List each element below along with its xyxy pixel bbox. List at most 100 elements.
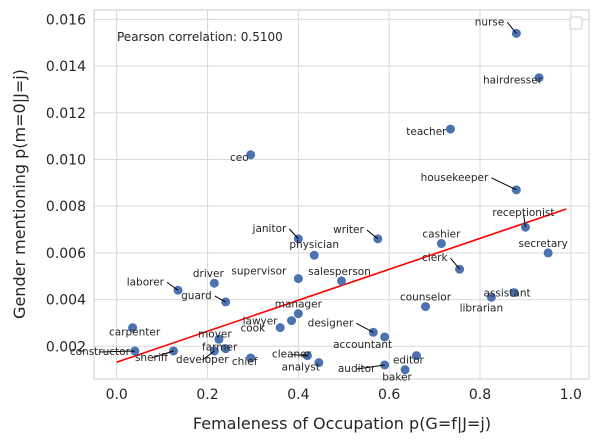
point-label-driver: driver (193, 268, 225, 280)
point-label-nurse: nurse (475, 16, 505, 28)
point-label-laborer: laborer (127, 276, 165, 288)
point-mover (214, 334, 224, 344)
point-teacher (445, 124, 455, 134)
point-label-hairdresser: hairdresser (483, 75, 543, 87)
correlation-annotation: Pearson correlation: 0.5100 (117, 30, 283, 44)
leader-line-writer (366, 229, 379, 240)
point-label-teacher: teacher (406, 126, 447, 138)
point-label-housekeeper: housekeeper (421, 172, 489, 184)
point-label-cashier: cashier (422, 229, 461, 241)
y-tick-label: 0.004 (46, 293, 86, 309)
y-tick-label: 0.012 (46, 106, 86, 122)
fit-line-group (116, 208, 567, 363)
point-label-counselor: counselor (400, 292, 452, 304)
point-label-secretary: secretary (518, 238, 567, 250)
y-tick-label: 0.002 (46, 339, 86, 355)
y-axis-label: Gender mentioning p(m=0|J=j) (10, 69, 29, 319)
point-label-constructor: constructor (70, 346, 131, 358)
leader-line-janitor (288, 228, 299, 240)
legend-box (569, 16, 583, 30)
x-tick-label: 0.4 (287, 387, 309, 403)
leader-line-guard (214, 295, 226, 303)
point-label-physician: physician (289, 239, 339, 251)
leader-line-nurse (506, 22, 517, 34)
point-cook (275, 323, 285, 333)
point-label-editor: editor (393, 355, 425, 367)
point-label-carpenter: carpenter (109, 327, 161, 339)
x-tick-label: 0.0 (106, 387, 128, 403)
point-label-manager: manager (275, 299, 323, 311)
x-tick-label: 1.0 (560, 387, 582, 403)
leader-line-housekeeper (491, 177, 517, 191)
x-tick-labels: 0.0 0.2 0.4 0.6 0.8 1.0 (106, 387, 582, 403)
point-manager (293, 309, 303, 319)
point-label-baker: baker (382, 372, 412, 384)
point-carpenter (128, 323, 138, 333)
point-label-accountant: accountant (333, 339, 392, 351)
y-tick-label: 0.008 (46, 199, 86, 215)
point-label-ceo: ceo (230, 152, 249, 164)
point-label-librarian: librarian (460, 302, 504, 314)
y-tick-labels: 0.002 0.004 0.006 0.008 0.010 0.012 0.014 0.016 (46, 12, 86, 355)
point-librarian (486, 292, 496, 302)
leader-line-constructor (99, 350, 135, 353)
point-label-analyst: analyst (282, 362, 320, 374)
point-driver (209, 278, 219, 288)
point-cashier (436, 239, 446, 249)
y-tick-label: 0.014 (46, 59, 86, 75)
point-counselor (421, 302, 431, 312)
point-label-cleaner: cleaner (272, 349, 312, 361)
leader-line-developer (202, 350, 215, 361)
point-label-designer: designer (308, 317, 354, 329)
point-label-auditor: auditor (338, 363, 376, 375)
point-physician (309, 250, 319, 260)
leader-line-receptionist (522, 213, 526, 228)
point-label-janitor: janitor (252, 223, 287, 235)
point-label-assistant: assistant (484, 288, 531, 300)
point-baker (400, 365, 410, 375)
point-lawyer (287, 316, 297, 326)
x-tick-label: 0.8 (469, 387, 491, 403)
point-secretary (543, 248, 553, 258)
point-hairdresser (534, 73, 544, 83)
point-labels: nurse hairdresser teacher ceo housekeeper rec… (70, 16, 568, 383)
point-farmer (221, 344, 231, 354)
y-tick-label: 0.010 (46, 152, 86, 168)
point-ceo (246, 150, 256, 160)
leader-line-sheriff (151, 350, 174, 359)
plot-area (93, 9, 590, 380)
fit-line (116, 208, 567, 363)
point-accountant (380, 332, 390, 342)
point-label-supervisor: supervisor (231, 266, 287, 278)
point-label-clerk: clerk (422, 252, 448, 264)
point-label-farmer: farmer (202, 342, 238, 354)
point-label-developer: developer (176, 354, 229, 366)
point-label-salesperson: salesperson (308, 266, 371, 278)
point-label-guard: guard (181, 290, 212, 302)
point-label-writer: writer (333, 224, 364, 236)
leader-line-laborer (166, 281, 179, 291)
point-label-sheriff: sheriff (135, 352, 169, 364)
x-axis-label: Femaleness of Occupation p(G=f|J=j) (193, 414, 491, 433)
leader-line-clerk (450, 257, 460, 270)
point-supervisor (293, 274, 303, 284)
x-tick-label: 0.2 (196, 387, 218, 403)
leader-line-cleaner (291, 354, 308, 357)
point-chief (246, 353, 256, 363)
point-label-cook: cook (240, 323, 266, 335)
point-salesperson (337, 276, 346, 286)
point-assistant (509, 288, 519, 298)
point-label-receptionist: receptionist (492, 207, 554, 219)
y-tick-label: 0.006 (46, 246, 86, 262)
grid (94, 10, 589, 379)
point-editor (411, 351, 421, 361)
point-label-mover: mover (198, 328, 232, 340)
leader-line-designer (356, 322, 374, 333)
x-tick-label: 0.6 (378, 387, 400, 403)
point-label-lawyer: lawyer (243, 316, 279, 328)
point-label-chief: chief (232, 356, 258, 368)
point-analyst (314, 358, 324, 368)
y-tick-label: 0.016 (46, 12, 86, 28)
leader-line-auditor (356, 364, 385, 370)
